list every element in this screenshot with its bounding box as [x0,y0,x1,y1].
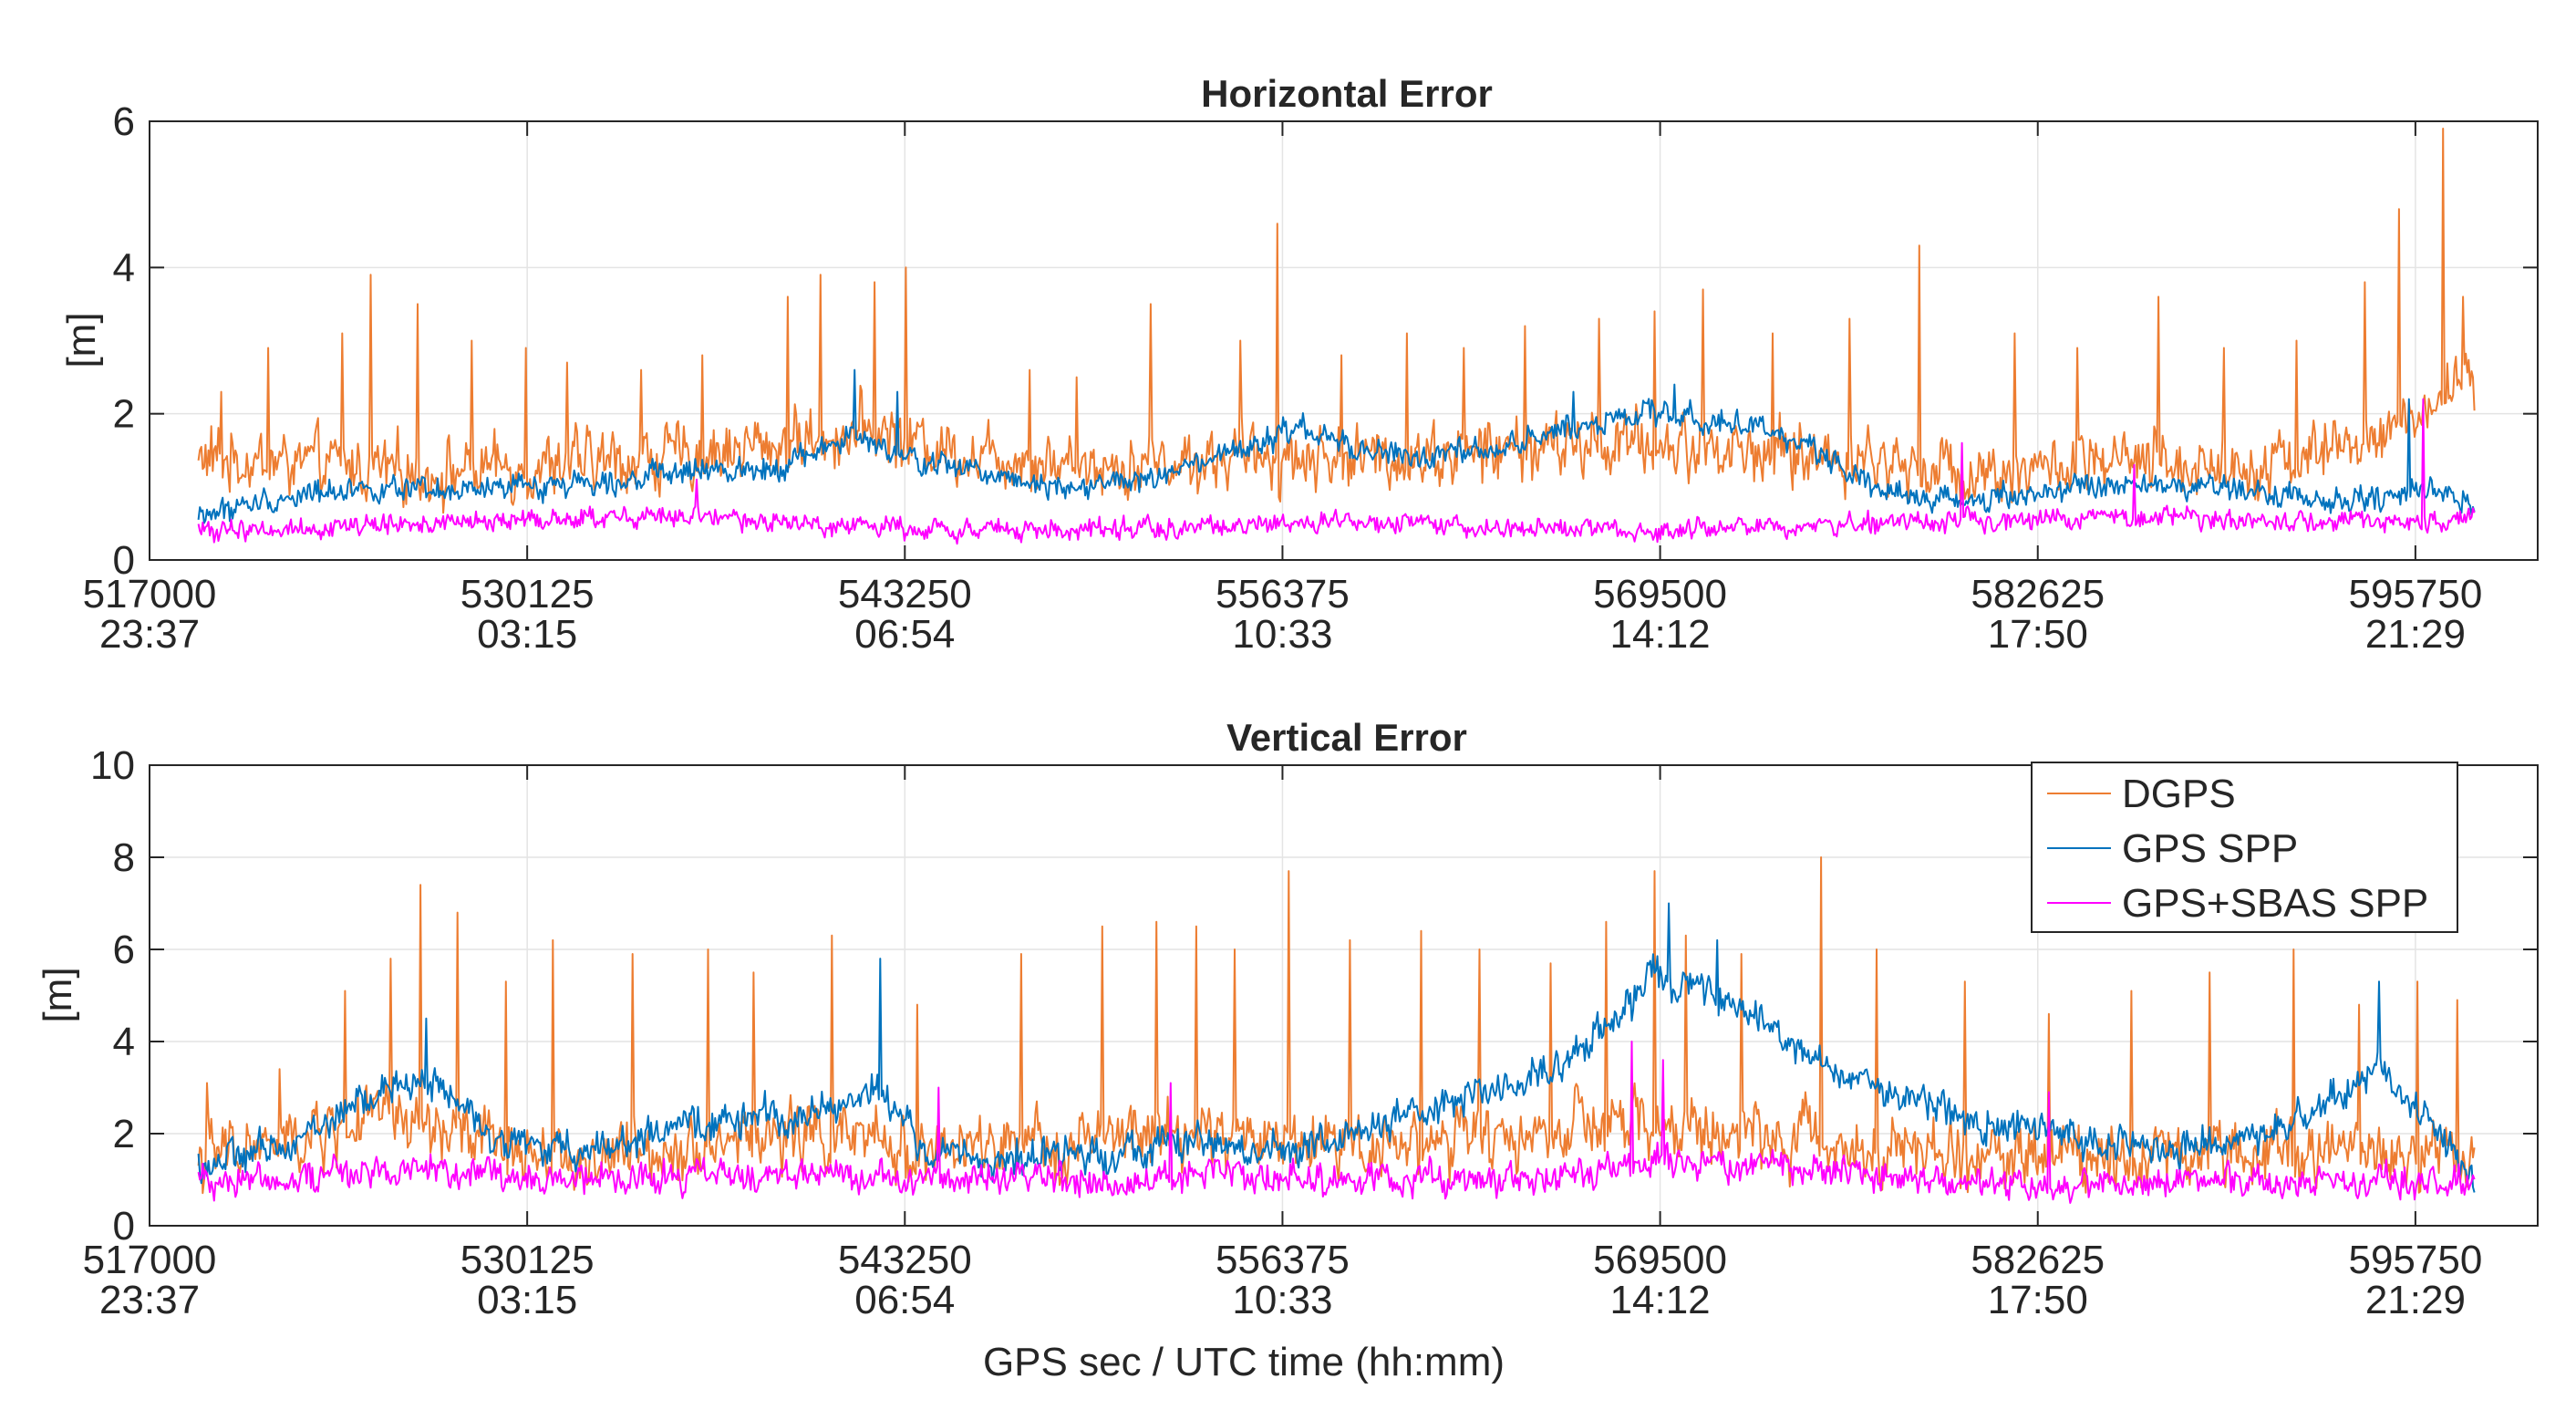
horizontal-x-tick-label-utc: 10:33 [1232,612,1332,657]
horizontal-x-tick-label-gps: 569500 [1593,572,1727,617]
vertical-x-tick-label-utc: 03:15 [477,1278,577,1322]
horizontal-series-group [197,128,2476,545]
horizontal-x-tick-label-utc: 23:37 [99,612,200,657]
horizontal-x-tick-label-utc: 14:12 [1610,612,1711,657]
horizontal-x-tick-label-utc: 03:15 [477,612,577,657]
vertical-series-group [197,856,2476,1204]
vertical-x-tick-label-utc: 21:29 [2365,1278,2466,1322]
vertical-x-tick-label-gps: 517000 [83,1238,217,1282]
vertical-y-tick-label: 6 [113,928,135,972]
vertical-y-tick-label: 2 [113,1112,135,1156]
horizontal-x-tick-label-gps: 543250 [838,572,972,617]
vertical-x-tick-label-gps: 595750 [2348,1238,2482,1282]
vertical-y-tick-label: 10 [90,743,135,788]
legend: DGPS GPS SPP GPS+SBAS SPP [2031,762,2458,933]
horizontal-y-tick-label: 2 [113,392,135,437]
vertical-axes-box [149,764,2539,1227]
vertical-x-tick-label-gps: 543250 [838,1238,972,1282]
legend-label-gps-sbas-spp: GPS+SBAS SPP [2122,881,2428,926]
horizontal-y-tick-label: 0 [113,538,135,583]
vertical-y-tick-label: 8 [113,835,135,880]
horizontal-error-title: Horizontal Error [1201,72,1493,115]
vertical-x-tick-label-gps: 530125 [460,1238,595,1282]
horizontal-series-gps-sbas-spp [197,398,2476,545]
horizontal-y-tick-label: 4 [113,245,135,290]
horizontal-axes-box [149,120,2539,561]
horizontal-x-tick-label-gps: 530125 [460,572,595,617]
horizontal-x-tick-label-gps: 517000 [83,572,217,617]
vertical-x-tick-label-gps: 569500 [1593,1238,1727,1282]
vertical-series-dgps [197,856,2476,1195]
vertical-yticks: 0 2 4 6 8 10 [90,743,2538,1249]
horizontal-series-gps-spp [197,368,2476,524]
horizontal-x-tick-label-utc: 17:50 [1988,612,2088,657]
x-axis-label: GPS sec / UTC time (hh:mm) [983,1340,1505,1384]
legend-label-gps-spp: GPS SPP [2122,826,2298,871]
horizontal-y-tick-label: 6 [113,99,135,144]
vertical-x-tick-label-utc: 10:33 [1232,1278,1332,1322]
vertical-error-title: Vertical Error [1226,716,1467,759]
vertical-x-tick-label-utc: 14:12 [1610,1278,1711,1322]
horizontal-xticks: 51700023:3753012503:1554325006:545563751… [83,121,2482,657]
vertical-x-tick-label-utc: 23:37 [99,1278,200,1322]
horizontal-ylabel: [m] [59,312,104,368]
vertical-series-gps-sbas-spp [197,1041,2476,1204]
horizontal-yticks: 0 2 4 6 [113,99,2538,583]
legend-label-dgps: DGPS [2122,772,2236,816]
vertical-xticks: 51700023:3753012503:1554325006:545563751… [83,765,2482,1322]
vertical-x-tick-label-gps: 556375 [1216,1238,1350,1282]
horizontal-x-tick-label-gps: 582625 [1971,572,2105,617]
horizontal-x-tick-label-utc: 06:54 [854,612,955,657]
horizontal-x-tick-label-utc: 21:29 [2365,612,2466,657]
vertical-series-gps-spp [197,902,2476,1193]
vertical-x-tick-label-utc: 17:50 [1988,1278,2088,1322]
vertical-y-tick-label: 0 [113,1204,135,1249]
horizontal-x-tick-label-gps: 556375 [1216,572,1350,617]
horizontal-x-tick-label-gps: 595750 [2348,572,2482,617]
horizontal-series-dgps [197,128,2476,514]
vertical-ylabel: [m] [36,967,80,1022]
vertical-y-tick-label: 4 [113,1020,135,1064]
vertical-x-tick-label-utc: 06:54 [854,1278,955,1322]
vertical-x-tick-label-gps: 582625 [1971,1238,2105,1282]
